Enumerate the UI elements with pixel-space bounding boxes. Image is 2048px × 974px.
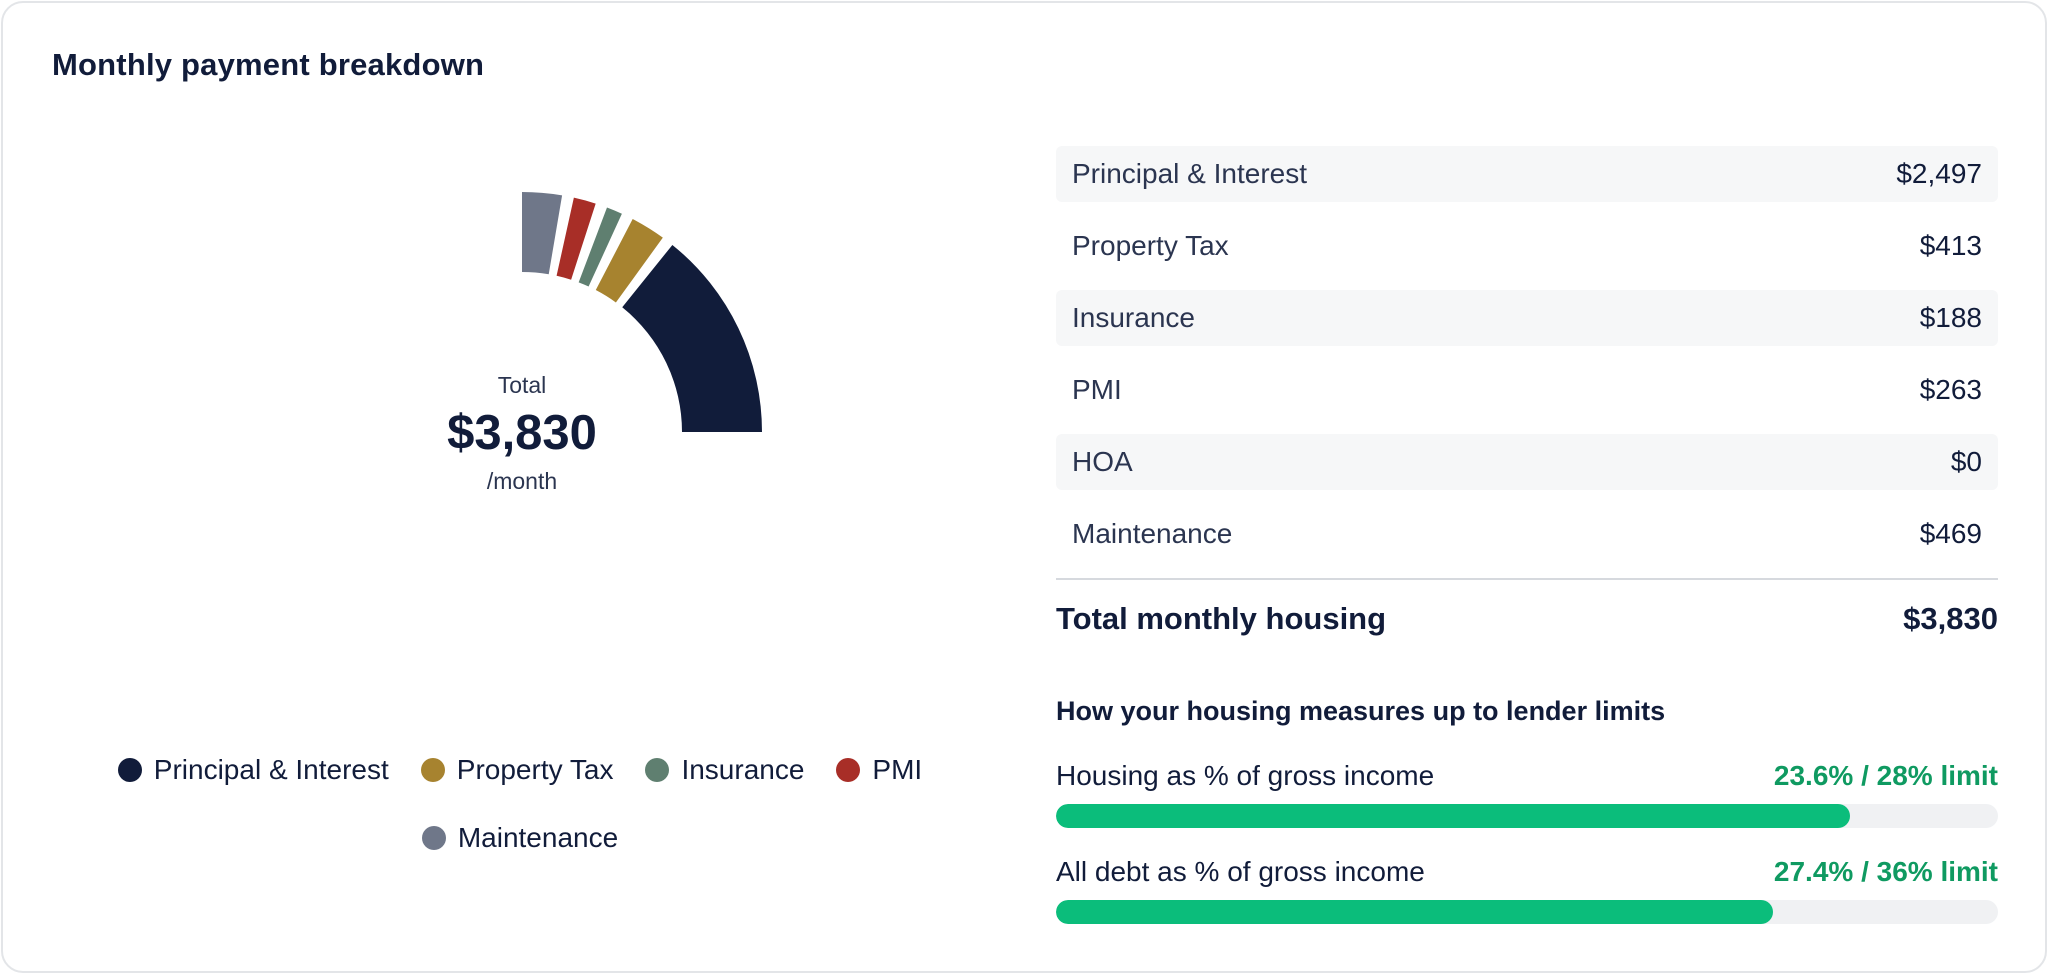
metric-debt-ratio: All debt as % of gross income 27.4% / 36…	[1056, 854, 1998, 924]
donut-segment-insurance[interactable]	[578, 207, 622, 287]
legend-label: Insurance	[681, 754, 805, 785]
metric-head: All debt as % of gross income 27.4% / 36…	[1056, 854, 1998, 890]
donut-segment-property-tax[interactable]	[595, 219, 663, 303]
legend-dot	[836, 758, 861, 782]
donut-segment-pmi[interactable]	[556, 197, 596, 280]
row-value: $263	[1919, 374, 1982, 405]
row-label: PMI	[1072, 374, 1122, 405]
breakdown-row-maintenance: Maintenance $469	[1056, 506, 1998, 562]
row-label: HOA	[1072, 446, 1133, 477]
row-value: $0	[1950, 446, 1982, 477]
total-row: Total monthly housing $3,830	[1056, 596, 1998, 642]
breakdown-row-pmi: PMI $263	[1056, 362, 1998, 418]
donut-center-label: Total	[497, 372, 547, 398]
progress-fill	[1056, 900, 1773, 924]
donut-center-value: $3,830	[447, 406, 597, 460]
legend-dot	[645, 758, 670, 782]
metric-value: 27.4% / 36% limit	[1773, 856, 1998, 887]
legend-dot	[117, 758, 142, 782]
total-divider	[1056, 578, 1998, 580]
metric-name: Housing as % of gross income	[1056, 760, 1435, 791]
row-label: Principal & Interest	[1072, 158, 1307, 189]
limits-title: How your housing measures up to lender l…	[1056, 696, 1666, 726]
row-value: $2,497	[1896, 158, 1982, 189]
row-label: Insurance	[1072, 302, 1195, 333]
legend-dot	[421, 826, 446, 850]
total-label: Total monthly housing	[1056, 601, 1387, 636]
metric-head: Housing as % of gross income 23.6% / 28%…	[1056, 758, 1998, 794]
legend-item-maintenance[interactable]: Maintenance	[421, 822, 619, 853]
legend-item-property-tax[interactable]: Property Tax	[420, 754, 614, 785]
donut-center: Total $3,830 /month	[372, 370, 672, 496]
breakdown-row-principal: Principal & Interest $2,497	[1056, 146, 1998, 202]
row-value: $188	[1919, 302, 1982, 333]
metric-value: 23.6% / 28% limit	[1773, 760, 1998, 791]
breakdown-row-property-tax: Property Tax $413	[1056, 218, 1998, 274]
donut-svg	[522, 192, 762, 432]
legend-label: Principal & Interest	[153, 754, 389, 785]
progress-fill	[1056, 804, 1851, 828]
legend-item-principal[interactable]: Principal & Interest	[117, 754, 389, 785]
donut-segment-maintenance[interactable]	[522, 192, 563, 275]
card-title: Monthly payment breakdown	[52, 47, 485, 82]
breakdown-table: Principal & Interest $2,497 Property Tax…	[1056, 146, 1998, 578]
legend-dot	[420, 758, 445, 782]
metric-name: All debt as % of gross income	[1056, 856, 1425, 887]
donut-center-sub: /month	[486, 468, 558, 494]
row-value: $413	[1919, 230, 1982, 261]
legend-item-pmi[interactable]: PMI	[836, 754, 923, 785]
legend-label: Property Tax	[456, 754, 614, 785]
donut-segment-principal-interest[interactable]	[622, 244, 762, 432]
breakdown-row-hoa: HOA $0	[1056, 434, 1998, 490]
chart-legend: Principal & Interest Property Tax Insura…	[90, 754, 950, 853]
progress-track	[1056, 804, 1998, 828]
legend-label: PMI	[872, 754, 923, 785]
row-value: $469	[1919, 518, 1982, 549]
total-value: $3,830	[1903, 601, 1998, 636]
legend-item-insurance[interactable]: Insurance	[645, 754, 805, 785]
metric-housing-ratio: Housing as % of gross income 23.6% / 28%…	[1056, 758, 1998, 828]
donut-chart: Total $3,830 /month	[0, 0, 1000, 974]
row-label: Property Tax	[1072, 230, 1229, 261]
legend-label: Maintenance	[457, 822, 619, 853]
row-label: Maintenance	[1072, 518, 1233, 549]
breakdown-row-insurance: Insurance $188	[1056, 290, 1998, 346]
progress-track	[1056, 900, 1998, 924]
